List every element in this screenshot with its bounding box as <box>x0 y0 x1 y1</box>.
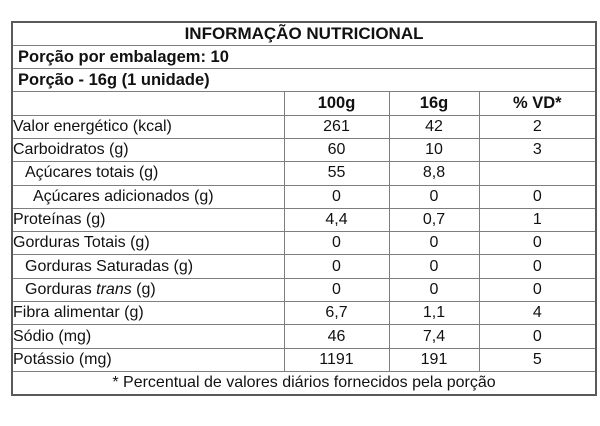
value-vd: 2 <box>478 114 597 139</box>
value-16g: 1,1 <box>388 301 480 326</box>
value-100g: 4,4 <box>283 207 390 233</box>
value-16g: 0 <box>388 184 480 209</box>
value-vd: 0 <box>478 277 597 303</box>
value-100g: 0 <box>283 231 390 256</box>
table-row: Potássio (mg) 1191 191 5 <box>11 347 597 372</box>
table-row: Proteínas (g) 4,4 0,7 1 <box>11 207 597 233</box>
column-header-blank <box>11 91 285 116</box>
nutrient-label: Gorduras Saturadas (g) <box>11 254 285 279</box>
servings-per-package-text: Porção por embalagem: 10 <box>11 44 597 70</box>
value-100g: 46 <box>283 324 390 349</box>
table-row: Valor energético (kcal) 261 42 2 <box>11 114 597 139</box>
value-16g: 0 <box>388 231 480 256</box>
nutrient-label: Fibra alimentar (g) <box>11 301 285 326</box>
value-16g: 10 <box>388 137 480 163</box>
table-row: Gorduras Totais (g) 0 0 0 <box>11 231 597 256</box>
value-vd: 1 <box>478 207 597 233</box>
table-row: Gorduras Saturadas (g) 0 0 0 <box>11 254 597 279</box>
value-100g: 0 <box>283 277 390 303</box>
footnote-text: * Percentual de valores diários fornecid… <box>11 370 597 396</box>
value-100g: 0 <box>283 184 390 209</box>
value-100g: 261 <box>283 114 390 139</box>
column-header-vd: % VD* <box>478 91 597 116</box>
table-row: Açúcares totais (g) 55 8,8 <box>11 161 597 186</box>
value-vd: 0 <box>478 184 597 209</box>
value-16g: 0,7 <box>388 207 480 233</box>
value-100g: 60 <box>283 137 390 163</box>
footnote-row: * Percentual de valores diários fornecid… <box>11 370 597 396</box>
value-16g: 191 <box>388 347 480 372</box>
value-vd: 0 <box>478 324 597 349</box>
column-header-16g: 16g <box>388 91 480 116</box>
value-vd: 0 <box>478 231 597 256</box>
value-100g: 55 <box>283 161 390 186</box>
nutrition-table-body: INFORMAÇÃO NUTRICIONAL Porção por embala… <box>11 21 597 396</box>
table-title: INFORMAÇÃO NUTRICIONAL <box>11 21 597 46</box>
nutrient-label: Carboidratos (g) <box>11 137 285 163</box>
nutrient-label: Potássio (mg) <box>11 347 285 372</box>
value-100g: 6,7 <box>283 301 390 326</box>
table-row: Açúcares adicionados (g) 0 0 0 <box>11 184 597 209</box>
value-16g: 8,8 <box>388 161 480 186</box>
nutrient-label: Gorduras Totais (g) <box>11 231 285 256</box>
nutrient-label: Valor energético (kcal) <box>11 114 285 139</box>
table-row: Fibra alimentar (g) 6,7 1,1 4 <box>11 301 597 326</box>
value-100g: 1191 <box>283 347 390 372</box>
value-16g: 0 <box>388 254 480 279</box>
table-row: Gorduras trans (g) 0 0 0 <box>11 277 597 303</box>
nutrient-label: Proteínas (g) <box>11 207 285 233</box>
table-row: Carboidratos (g) 60 10 3 <box>11 137 597 163</box>
value-16g: 42 <box>388 114 480 139</box>
nutrient-label: Açúcares adicionados (g) <box>11 184 285 209</box>
column-header-row: 100g 16g % VD* <box>11 91 597 116</box>
table-row: Sódio (mg) 46 7,4 0 <box>11 324 597 349</box>
serving-size-row: Porção - 16g (1 unidade) <box>11 68 597 93</box>
value-16g: 7,4 <box>388 324 480 349</box>
servings-per-package-row: Porção por embalagem: 10 <box>11 44 597 70</box>
value-16g: 0 <box>388 277 480 303</box>
value-vd: 3 <box>478 137 597 163</box>
nutrient-label: Gorduras trans (g) <box>11 277 285 303</box>
value-vd <box>478 161 597 186</box>
serving-size-text: Porção - 16g (1 unidade) <box>11 68 597 93</box>
nutrition-facts-table: INFORMAÇÃO NUTRICIONAL Porção por embala… <box>11 21 598 396</box>
value-vd: 0 <box>478 254 597 279</box>
value-vd: 5 <box>478 347 597 372</box>
value-100g: 0 <box>283 254 390 279</box>
value-vd: 4 <box>478 301 597 326</box>
nutrient-label: Sódio (mg) <box>11 324 285 349</box>
nutrient-label: Açúcares totais (g) <box>11 161 285 186</box>
column-header-100g: 100g <box>283 91 390 116</box>
table-title-row: INFORMAÇÃO NUTRICIONAL <box>11 21 597 46</box>
